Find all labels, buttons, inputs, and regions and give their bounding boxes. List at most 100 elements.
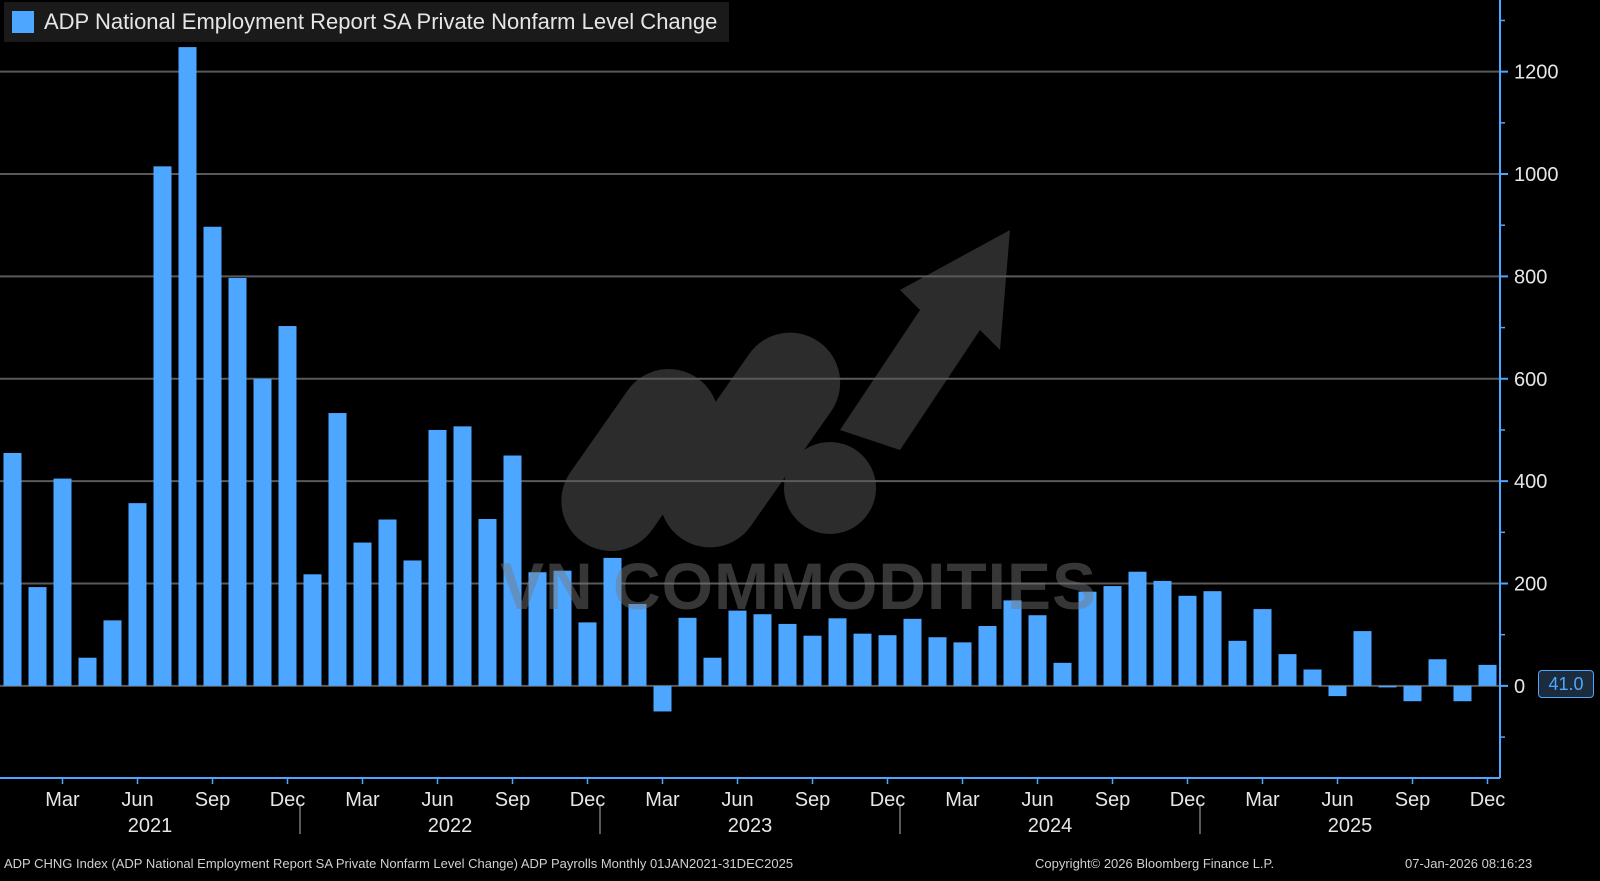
x-tick-label-mar: Mar [945, 789, 980, 811]
x-tick-label-sep: Sep [795, 789, 831, 811]
bar-apr-2021 [78, 657, 97, 686]
x-tick-label-mar: Mar [645, 789, 680, 811]
x-year-label-2023: 2023 [728, 815, 773, 837]
bar-apr-2022 [378, 519, 397, 686]
x-year-label-2024: 2024 [1028, 815, 1073, 837]
bar-jun-2022 [428, 429, 447, 686]
bar-jul-2023 [753, 614, 772, 686]
bar-dec-2025 [1478, 664, 1497, 686]
bar-nov-2021 [253, 378, 272, 686]
x-year-label-2021: 2021 [128, 815, 173, 837]
x-tick-label-mar: Mar [1245, 789, 1280, 811]
bar-sep-2024 [1103, 586, 1122, 686]
x-tick-label-dec: Dec [570, 789, 606, 811]
bar-apr-2023 [678, 617, 697, 686]
bar-feb-2023 [628, 603, 647, 686]
bar-mar-2024 [953, 642, 972, 686]
footer-timestamp: 07-Jan-2026 08:16:23 [1405, 856, 1533, 871]
bar-mar-2021 [53, 478, 72, 686]
bar-jun-2023 [728, 610, 747, 686]
bar-jun-2025 [1328, 685, 1347, 697]
x-tick-label-dec: Dec [270, 789, 306, 811]
bar-jun-2024 [1028, 615, 1047, 686]
bar-jul-2025 [1353, 631, 1372, 686]
bar-jan-2023 [603, 557, 622, 686]
bar-oct-2022 [528, 572, 547, 686]
x-tick-label-dec: Dec [870, 789, 906, 811]
bar-oct-2023 [828, 618, 847, 686]
bar-dec-2021 [278, 326, 297, 686]
bar-may-2025 [1303, 669, 1322, 686]
y-tick-label-400: 400 [1514, 471, 1547, 493]
bar-sep-2022 [503, 455, 522, 686]
bar-mar-2025 [1253, 609, 1272, 686]
bars [3, 47, 1497, 712]
x-year-label-2022: 2022 [428, 815, 473, 837]
bar-aug-2021 [178, 47, 197, 686]
grid-lines [0, 70, 1500, 687]
x-tick-label-jun: Jun [421, 789, 453, 811]
y-tick-label-800: 800 [1514, 266, 1547, 288]
bar-feb-2022 [328, 413, 347, 686]
bar-sep-2023 [803, 635, 822, 686]
bar-jun-2021 [128, 503, 147, 686]
bar-dec-2023 [878, 635, 897, 686]
x-tick-label-jun: Jun [721, 789, 753, 811]
bar-jul-2022 [453, 426, 472, 686]
x-tick-label-sep: Sep [495, 789, 531, 811]
bar-dec-2022 [578, 622, 597, 686]
bar-dec-2024 [1178, 595, 1197, 686]
bar-jan-2025 [1203, 591, 1222, 686]
bar-apr-2024 [978, 625, 997, 686]
bar-oct-2025 [1428, 659, 1447, 686]
bar-oct-2024 [1128, 571, 1147, 686]
bar-oct-2021 [228, 277, 247, 686]
y-tick-label-0: 0 [1514, 676, 1525, 698]
x-tick-label-sep: Sep [1095, 789, 1131, 811]
watermark-logo-icon [561, 230, 1010, 551]
x-tick-label-sep: Sep [195, 789, 231, 811]
bar-nov-2022 [553, 570, 572, 686]
bar-nov-2023 [853, 633, 872, 686]
y-tick-label-200: 200 [1514, 574, 1547, 596]
x-tick-label-dec: Dec [1170, 789, 1206, 811]
bar-jan-2022 [303, 574, 322, 686]
bar-sep-2021 [203, 226, 222, 686]
bar-may-2024 [1003, 600, 1022, 686]
x-tick-label-jun: Jun [1021, 789, 1053, 811]
bar-nov-2024 [1153, 580, 1172, 686]
axes: 0 200 400 600 800 1000 1200 Mar Jun Sep Dec Mar Jun S… [0, 0, 1559, 837]
legend: ADP National Employment Report SA Privat… [4, 2, 730, 42]
bar-may-2023 [703, 657, 722, 686]
x-tick-label-dec: Dec [1470, 789, 1506, 811]
bar-may-2021 [103, 620, 122, 686]
last-value-badge: 41.0 [1538, 670, 1594, 698]
watermark-text: VN COMMODITIES [500, 549, 1098, 623]
legend-label: ADP National Employment Report SA Privat… [44, 9, 718, 34]
legend-swatch-icon [12, 11, 34, 33]
bar-nov-2025 [1453, 685, 1472, 702]
bar-sep-2025 [1403, 685, 1422, 702]
x-tick-label-jun: Jun [1321, 789, 1353, 811]
bar-feb-2025 [1228, 640, 1247, 686]
bar-feb-2021 [28, 587, 47, 686]
bar-apr-2025 [1278, 654, 1297, 686]
footer-copyright: Copyright© 2026 Bloomberg Finance L.P. [1035, 856, 1275, 871]
bar-jan-2024 [903, 618, 922, 686]
y-tick-label-1200: 1200 [1514, 62, 1559, 84]
footer-source: ADP CHNG Index (ADP National Employment … [4, 856, 794, 871]
x-tick-label-mar: Mar [345, 789, 380, 811]
x-year-label-2025: 2025 [1328, 815, 1373, 837]
bar-aug-2024 [1078, 591, 1097, 686]
bar-aug-2023 [778, 623, 797, 686]
y-tick-label-1000: 1000 [1514, 164, 1559, 186]
bar-mar-2023 [653, 685, 672, 712]
bar-jan-2021 [3, 452, 22, 686]
bar-may-2022 [403, 560, 422, 686]
bar-jul-2024 [1053, 662, 1072, 686]
x-tick-label-mar: Mar [45, 789, 80, 811]
bar-jul-2021 [153, 166, 172, 686]
bar-aug-2022 [478, 519, 497, 686]
x-tick-label-sep: Sep [1395, 789, 1431, 811]
